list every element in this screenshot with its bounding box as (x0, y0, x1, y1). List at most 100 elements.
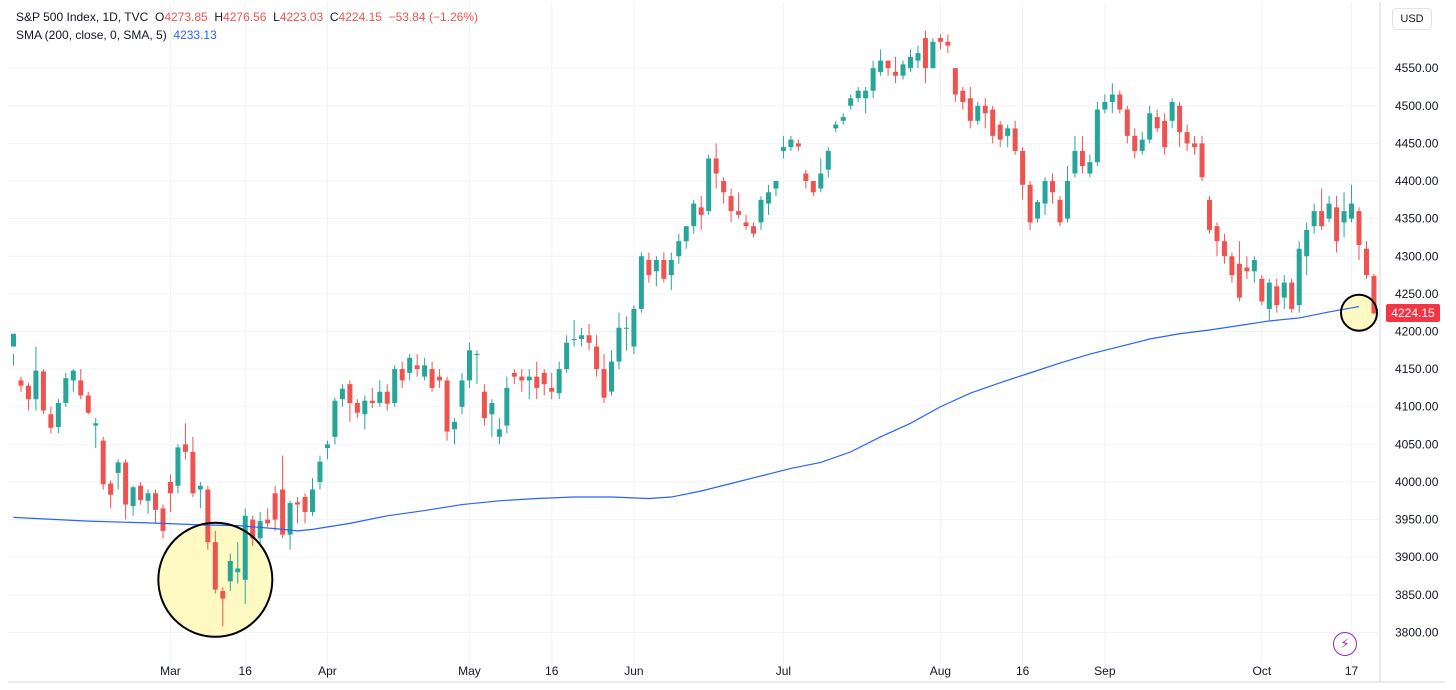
candle-body (167, 481, 173, 494)
candle-down (481, 384, 487, 426)
candle-body (347, 384, 353, 403)
candle-down (893, 56, 899, 84)
highlight-circle-outlines (157, 293, 1378, 638)
candle-up (706, 154, 712, 215)
candle-down (1319, 188, 1325, 230)
candle-up (631, 305, 637, 355)
candle-body (803, 173, 809, 182)
close-value: 4224.15 (338, 10, 382, 24)
candle-body (1236, 263, 1242, 298)
symbol-title[interactable]: S&P 500 Index, 1D, TVC (16, 10, 149, 24)
candle-body (855, 90, 861, 99)
candle-up (623, 316, 629, 351)
candle-body (205, 489, 211, 543)
highlight-circles (158, 294, 1377, 637)
ohlc-legend-row[interactable]: S&P 500 Index, 1D, TVC O4273.85 H4276.56… (16, 9, 478, 25)
candle-down (1229, 252, 1235, 283)
candle-body (668, 260, 674, 276)
candle-body (1035, 202, 1041, 219)
candle-down (1207, 196, 1212, 234)
y-tick-label: 4150.00 (1395, 362, 1439, 376)
candle-body (743, 222, 749, 227)
candle-body (908, 56, 913, 69)
candle-body (893, 71, 899, 76)
candle-up (855, 86, 861, 103)
candle-body (489, 402, 495, 415)
candle-body (623, 327, 629, 329)
candle-down (265, 508, 271, 528)
candle-down (1124, 105, 1130, 144)
candle-body (459, 380, 465, 407)
sma-title[interactable]: SMA (200, close, 0, SMA, 5) (16, 28, 167, 42)
candle-down (541, 369, 547, 396)
candle-down (519, 369, 525, 392)
x-tick-label: 16 (1016, 664, 1030, 678)
candle-body (937, 38, 943, 42)
candle-body (190, 451, 196, 494)
candle-body (1229, 256, 1235, 276)
candle-body (93, 423, 99, 426)
x-tick-label: May (458, 664, 481, 678)
candle-down (1363, 241, 1369, 279)
candle-down (1192, 135, 1198, 155)
candle-up (324, 440, 330, 460)
candle-up (788, 135, 794, 151)
candle-down (960, 86, 966, 110)
candle-body (1094, 109, 1100, 163)
candle-up (1311, 203, 1317, 234)
open-label: O (154, 10, 165, 24)
candle-down (937, 34, 943, 50)
candle-down (736, 192, 742, 219)
candle-body (377, 391, 383, 403)
candle-up (526, 369, 532, 400)
candle-body (646, 260, 652, 276)
x-tick-label: 16 (545, 664, 559, 678)
candle-body (1341, 211, 1347, 223)
currency-button[interactable]: USD (1392, 8, 1432, 30)
candle-body (1102, 102, 1108, 110)
candle-body (638, 256, 644, 309)
candle-body (780, 147, 786, 151)
candle-body (900, 64, 906, 76)
candle-body (1319, 211, 1325, 227)
candle-down (721, 177, 727, 204)
candle-up (1139, 132, 1145, 155)
x-axis-labels[interactable]: Mar 16 Apr May 16 Jun Jul Aug 16 Sep Oct 17 (160, 664, 1358, 678)
candle-down (1162, 113, 1168, 155)
candle-down (220, 587, 226, 627)
x-tick-label: 16 (239, 664, 253, 678)
candle-body (63, 378, 69, 403)
y-tick-label: 3850.00 (1395, 588, 1439, 602)
y-axis-labels[interactable]: 3800.00 3850.00 3900.00 3950.00 4000.00 4050.… (1395, 61, 1439, 639)
candle-body (332, 400, 338, 437)
candle-body (511, 372, 517, 377)
candle-down (444, 376, 450, 441)
candle-up (63, 372, 69, 407)
lightning-bolt-icon[interactable]: ⚡ (1333, 632, 1357, 656)
candle-up (1341, 192, 1347, 238)
candle-down (354, 399, 360, 419)
candle-up (870, 60, 876, 99)
candle-down (646, 252, 652, 283)
candle-body (481, 391, 487, 419)
candle-body (788, 139, 794, 148)
candle-up (33, 346, 39, 411)
candle-down (1289, 278, 1295, 313)
x-tick-label: Sep (1094, 664, 1116, 678)
axis-frame (8, 2, 1445, 683)
candle-body (795, 143, 801, 147)
candle-body (414, 365, 420, 370)
candle-body (1289, 282, 1295, 309)
candle-down (295, 497, 301, 524)
sma-legend-row[interactable]: SMA (200, close, 0, SMA, 5) 4233.13 (16, 27, 478, 43)
candle-up (571, 320, 577, 347)
y-tick-label: 4000.00 (1395, 475, 1439, 489)
candle-body (444, 380, 450, 432)
candle-body (728, 196, 734, 212)
candle-body (997, 124, 1003, 140)
candle-body (265, 519, 271, 524)
candle-body (302, 497, 308, 513)
candle-up (474, 350, 480, 385)
y-tick-label: 3800.00 (1395, 625, 1439, 639)
